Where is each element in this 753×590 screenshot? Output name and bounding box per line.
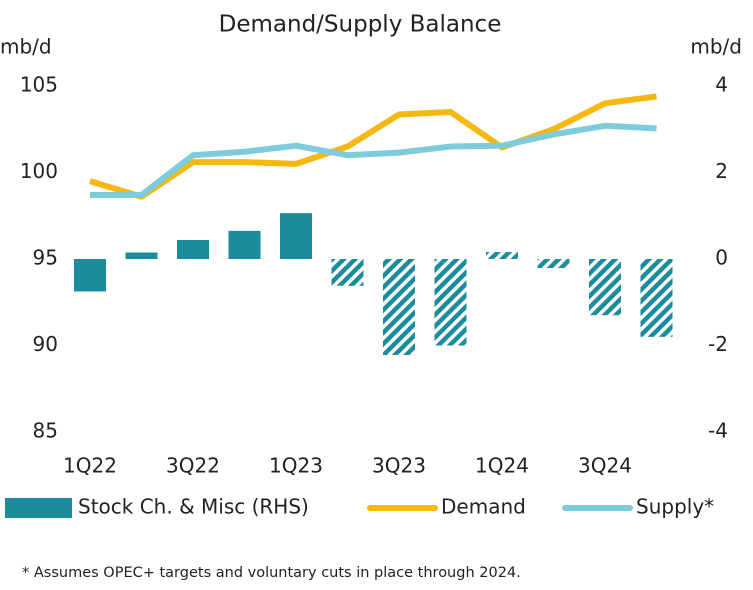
x-tick-label: 1Q24 (475, 454, 529, 478)
y2-tick-label: 0 (715, 246, 728, 270)
y2-tick-label: 4 (715, 73, 728, 97)
bar (228, 230, 261, 259)
y-tick-label: 85 (33, 419, 58, 443)
y2-axis-label: mb/d (690, 35, 742, 59)
x-tick-label: 3Q22 (166, 454, 220, 478)
bar (125, 252, 158, 259)
bar (537, 259, 570, 269)
y-axis-label: mb/d (0, 35, 52, 59)
bar (177, 239, 209, 259)
x-tick-label: 3Q24 (578, 454, 632, 478)
line (89, 93, 657, 200)
bar (331, 259, 364, 286)
legend-label: Demand (441, 495, 526, 519)
bar (434, 259, 467, 346)
y2-tick-label: 2 (715, 159, 728, 183)
bar (74, 259, 106, 292)
line (90, 122, 657, 198)
bar (589, 259, 621, 316)
bar (383, 259, 415, 356)
bar (280, 213, 312, 259)
y-tick-label: 90 (33, 332, 58, 356)
y-tick-label: 100 (20, 159, 58, 183)
x-tick-label: 1Q22 (63, 454, 117, 478)
legend-label: Supply* (636, 495, 714, 519)
y2-tick-label: -2 (708, 332, 728, 356)
legend-swatch (5, 498, 72, 518)
bar (640, 259, 673, 337)
legend-label: Stock Ch. & Misc (RHS) (78, 495, 309, 519)
x-tick-label: 3Q23 (372, 454, 426, 478)
y-tick-label: 95 (33, 246, 58, 270)
x-tick-label: 1Q23 (269, 454, 323, 478)
bar (486, 252, 518, 259)
y-tick-label: 105 (20, 73, 58, 97)
chart-title: Demand/Supply Balance (219, 12, 502, 38)
footnote: * Assumes OPEC+ targets and voluntary cu… (22, 565, 521, 581)
y2-tick-label: -4 (708, 419, 728, 443)
